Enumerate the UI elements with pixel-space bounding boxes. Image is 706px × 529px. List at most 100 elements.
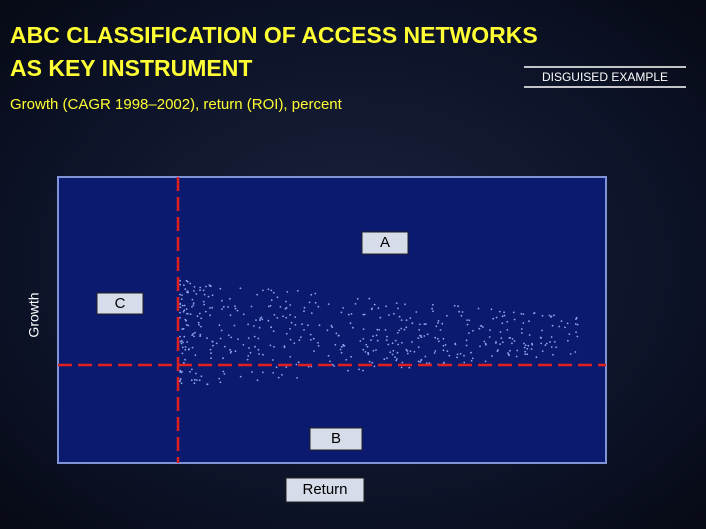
dot [391, 353, 394, 356]
dot [260, 316, 263, 319]
dot [220, 329, 223, 332]
dot [310, 312, 313, 314]
dot [495, 316, 498, 319]
dot [247, 323, 250, 326]
dot [189, 370, 191, 373]
dot [192, 302, 195, 304]
dot [496, 350, 499, 353]
dot [229, 348, 231, 351]
dot [548, 314, 551, 317]
dot [354, 303, 357, 305]
dot [433, 352, 436, 354]
dot [488, 336, 491, 338]
dot [405, 348, 408, 351]
dot [465, 344, 468, 347]
dot [242, 344, 245, 346]
dot [234, 305, 236, 307]
dot [365, 343, 368, 346]
dot [442, 349, 445, 352]
dot [193, 382, 196, 385]
dot [193, 286, 196, 288]
dot [255, 319, 257, 321]
dot [184, 318, 187, 321]
dot [560, 320, 563, 322]
dot [550, 346, 553, 348]
dot [513, 318, 516, 321]
dot [270, 299, 273, 301]
dot [566, 322, 569, 325]
dot [426, 333, 429, 336]
dot [284, 307, 287, 310]
dot [446, 314, 448, 317]
dot [405, 319, 408, 322]
dot [331, 326, 334, 328]
dot [269, 344, 272, 347]
dot [203, 293, 206, 296]
dot [523, 342, 525, 345]
dot [237, 338, 239, 340]
dot [576, 335, 579, 338]
dot [468, 332, 470, 334]
dot [180, 298, 183, 300]
dot [296, 377, 298, 379]
dot [190, 379, 193, 382]
dot [477, 307, 480, 310]
dot [254, 345, 256, 348]
dot [545, 342, 548, 345]
dot [375, 334, 378, 337]
dot [186, 312, 188, 315]
dot [442, 337, 445, 340]
dot [262, 371, 264, 374]
dot [506, 329, 509, 331]
dot [370, 339, 372, 341]
dot [508, 354, 510, 357]
segment-label: B [331, 430, 341, 447]
dot [521, 332, 523, 334]
dot [261, 318, 264, 321]
dot [428, 362, 431, 365]
dot [193, 335, 195, 338]
dot [191, 346, 194, 349]
dot [205, 285, 207, 288]
dot [250, 305, 253, 308]
dot [218, 324, 221, 327]
dot [359, 340, 362, 342]
dot [423, 323, 426, 326]
dot [301, 323, 303, 325]
dot [334, 343, 337, 346]
dot [503, 311, 505, 314]
dot [485, 343, 487, 346]
dot [384, 329, 387, 331]
dot [273, 346, 275, 348]
dot [541, 314, 544, 317]
dot [257, 337, 260, 340]
dot [498, 310, 501, 313]
dot [189, 313, 192, 316]
dot [377, 307, 380, 310]
dot [385, 305, 387, 308]
dot [490, 308, 493, 311]
dot [438, 340, 440, 343]
dot [564, 326, 566, 329]
dot [394, 356, 396, 358]
dot [511, 342, 513, 345]
segment-label: C [115, 295, 126, 312]
dot [522, 322, 525, 324]
dot [420, 336, 423, 339]
dot [211, 340, 214, 343]
dot [527, 344, 530, 347]
dot [184, 288, 187, 290]
dot [512, 311, 515, 314]
segment-box [361, 231, 409, 255]
dot [574, 351, 577, 353]
dot [489, 329, 491, 331]
dot [289, 304, 292, 306]
dot [183, 361, 185, 364]
dot [289, 328, 291, 330]
dot [466, 323, 469, 326]
dot [273, 314, 276, 316]
dot [395, 358, 398, 360]
dot [186, 280, 189, 283]
dot [289, 314, 291, 316]
